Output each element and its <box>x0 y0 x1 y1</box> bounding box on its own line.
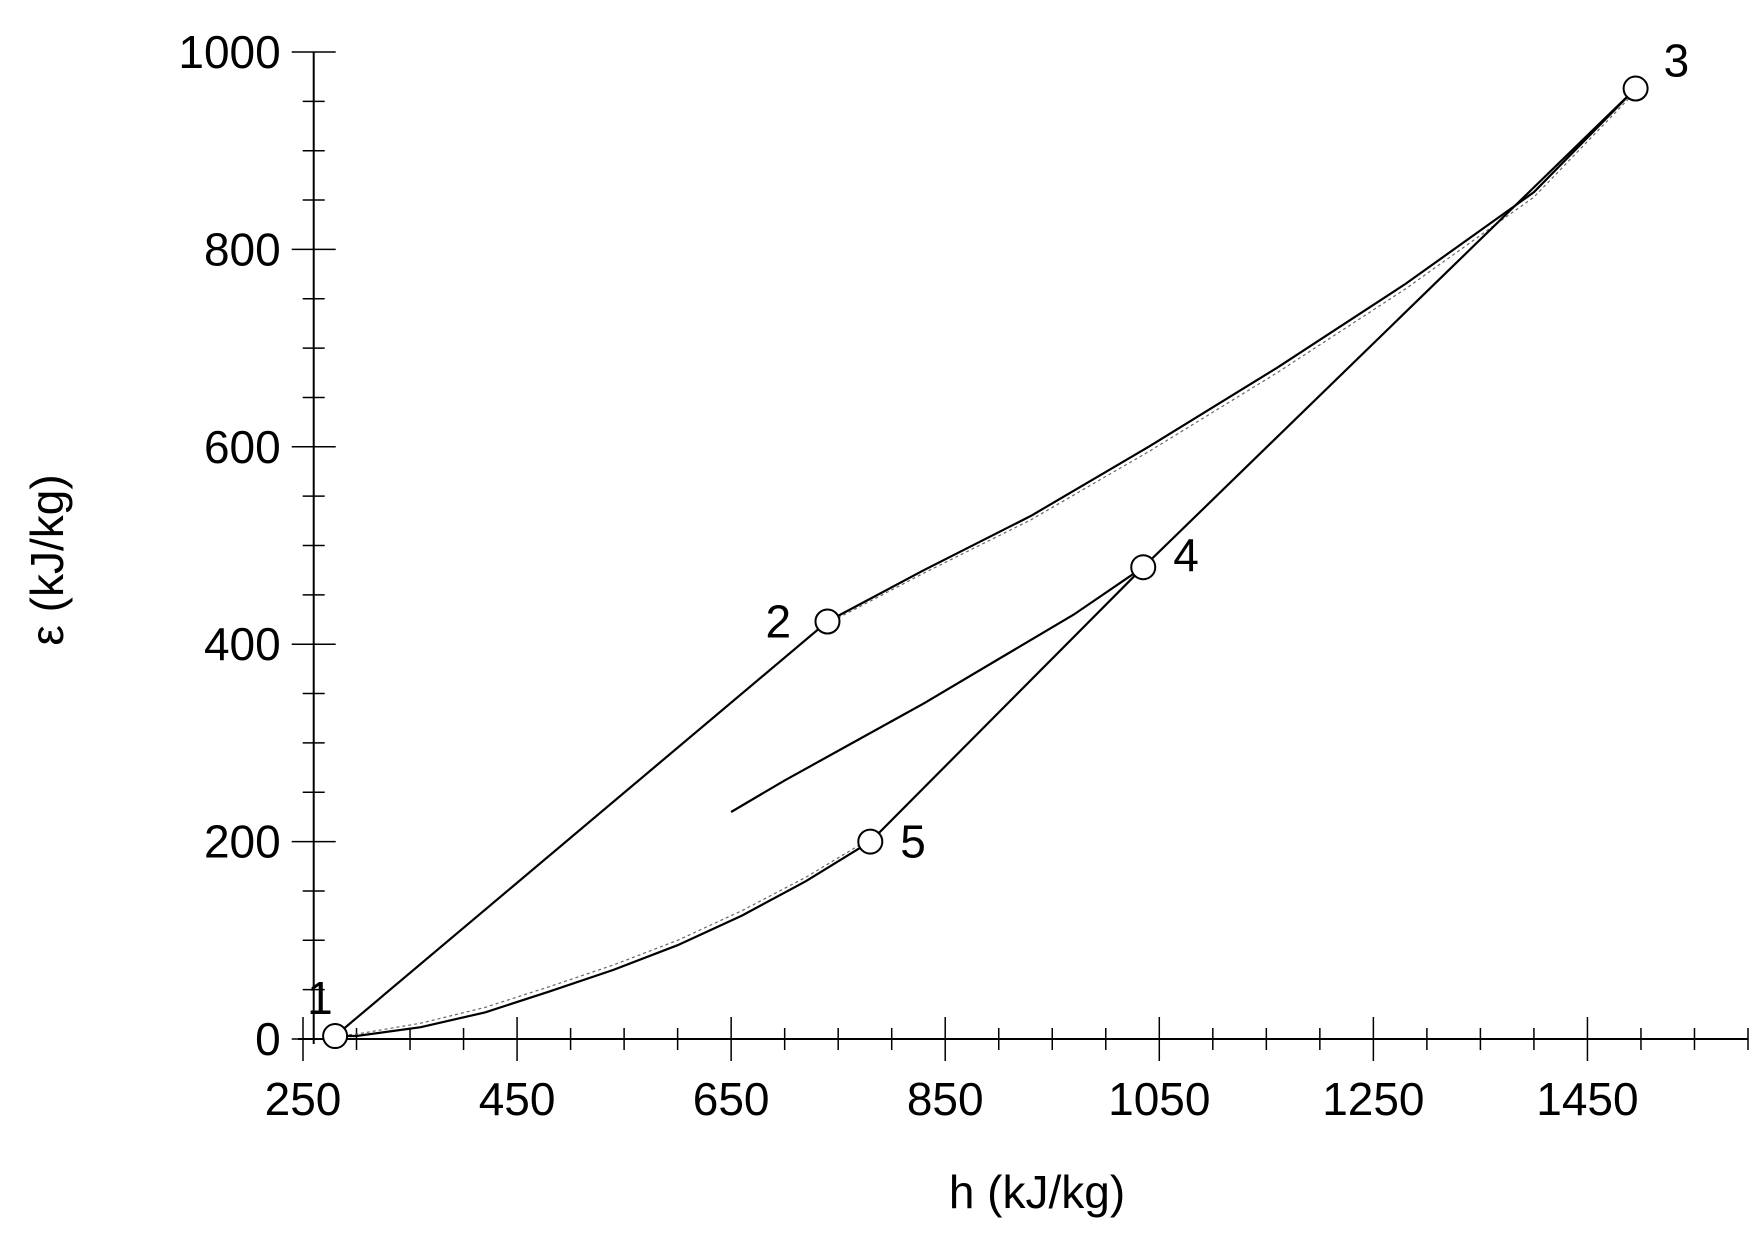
process-line <box>869 566 1144 843</box>
x-tick-label: 1050 <box>1108 1073 1210 1125</box>
state-point-2 <box>814 608 841 635</box>
process-lines <box>334 87 1637 1038</box>
state-point-label: 2 <box>765 595 791 647</box>
state-point-1 <box>322 1023 349 1050</box>
axes <box>298 52 1748 1044</box>
process-line <box>730 566 1144 813</box>
y-axis-title: ε (kJ/kg) <box>21 474 73 645</box>
process-line <box>335 840 871 1038</box>
state-point-5 <box>857 828 884 855</box>
reference-curve <box>335 838 871 1037</box>
state-point-4 <box>1130 554 1157 581</box>
y-tick-label: 1000 <box>178 26 280 78</box>
ticks <box>291 51 1749 1061</box>
state-point-label: 3 <box>1664 35 1690 87</box>
state-point-label: 4 <box>1173 529 1199 581</box>
dotted-curves <box>335 91 1637 1037</box>
reference-curve <box>827 91 1637 625</box>
y-tick-label: 0 <box>255 1013 281 1065</box>
state-point-label: 5 <box>900 816 926 868</box>
y-tick-label: 600 <box>204 421 281 473</box>
x-tick-label: 650 <box>693 1073 770 1125</box>
x-tick-label: 450 <box>479 1073 556 1125</box>
process-line <box>334 620 829 1037</box>
y-tick-label: 800 <box>204 223 281 275</box>
x-tick-label: 850 <box>907 1073 984 1125</box>
tick-labels: 250 450 650 850 1050 1250 1450 0 200 400 600 800 100… <box>178 26 1638 1125</box>
y-tick-label: 200 <box>204 816 281 868</box>
process-line <box>1142 87 1637 568</box>
y-tick-label: 400 <box>204 618 281 670</box>
state-point-3 <box>1622 75 1649 102</box>
x-axis-title: h (kJ/kg) <box>949 1166 1125 1218</box>
process-line <box>826 87 1637 623</box>
state-point-label: 1 <box>307 972 333 1024</box>
x-tick-label: 1250 <box>1322 1073 1424 1125</box>
x-tick-label: 1450 <box>1536 1073 1638 1125</box>
state-points <box>322 75 1649 1050</box>
x-tick-label: 250 <box>265 1073 342 1125</box>
state-point-labels: 1 2 3 4 5 <box>307 35 1689 1025</box>
